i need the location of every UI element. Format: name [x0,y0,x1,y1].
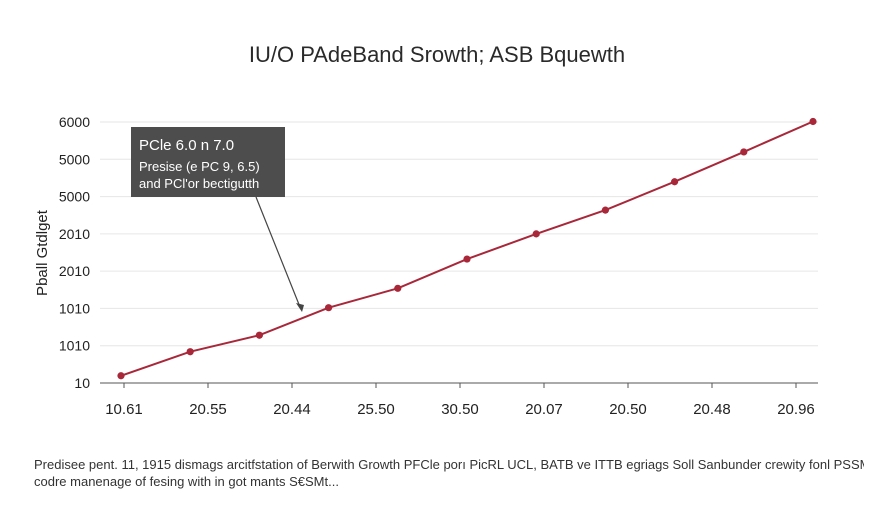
chart-caption: Predisee pent. 11, 1915 dismags arcitfst… [34,456,864,490]
x-tick-label: 20.48 [693,401,731,418]
data-point [394,284,402,292]
x-tick-label: 25.50 [357,401,395,418]
data-point [809,117,817,126]
annotation-arrowhead [296,303,304,312]
x-tick-label: 10.61 [105,401,143,418]
data-point [601,206,610,214]
annotation-box [131,127,285,197]
caption-line-1: Predisee pent. 11, 1915 dismags arcitfst… [34,457,864,472]
data-point [463,255,471,263]
annotation-arrow [255,196,301,308]
x-tick-label: 20.96 [777,401,815,418]
y-tick-label: 5000 [59,189,90,205]
annotation-line-3: and PCl'or bectigutth [139,176,259,191]
annotation-line-1: PCle 6.0 n 7.0 [139,137,234,154]
y-axis-label: Pball Gtdlget [34,209,51,296]
data-point [255,331,263,339]
y-tick-label: 2010 [59,226,90,242]
annotation: PCle 6.0 n 7.0 Presise (e PC 9, 6.5) and… [131,127,304,312]
y-tick-label: 1010 [59,300,90,316]
x-tick-label: 20.50 [609,401,647,418]
data-point [117,372,125,380]
annotation-line-2: Presise (e PC 9, 6.5) [139,159,260,174]
y-tick-label: 10 [74,375,90,391]
data-point [671,178,679,186]
y-tick-label: 6000 [59,114,90,130]
x-tick-label: 20.07 [525,401,563,418]
x-axis-ticks: 10.61 20.55 20.44 25.50 30.50 20.07 20.50 20.48… [105,383,815,418]
data-point [532,230,540,238]
x-tick-label: 20.55 [189,401,227,418]
y-tick-label: 1010 [59,338,90,354]
data-point [740,148,748,156]
y-tick-label: 5000 [59,151,90,167]
data-point [186,348,194,356]
y-tick-label: 2010 [59,263,90,279]
x-tick-label: 20.44 [273,401,311,418]
caption-line-2: codre manenage of fesing with in got man… [34,474,339,489]
chart-title: IU/O PAdeBand Srowth; ASB Bquewth [249,42,625,67]
x-tick-label: 30.50 [441,401,479,418]
data-points [117,117,817,380]
data-point [325,304,333,312]
